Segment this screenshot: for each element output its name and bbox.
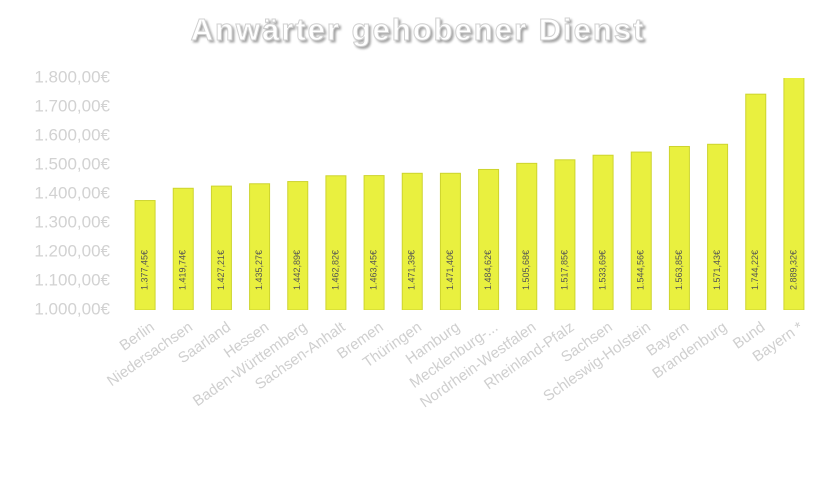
bar: [401, 172, 423, 310]
y-tick-label: 1.500,00€: [34, 154, 110, 173]
value-label: 1.563,85€: [674, 250, 684, 290]
value-label: 1.484,62€: [483, 250, 493, 290]
bar: [172, 187, 194, 310]
bar: [210, 185, 232, 310]
value-label: 1.435,27€: [254, 250, 264, 290]
y-tick-label: 1.100,00€: [34, 270, 110, 289]
value-label: 1.427,21€: [216, 250, 226, 290]
bar: [745, 93, 767, 310]
bar: [630, 151, 652, 310]
value-label: 1.463,45€: [368, 250, 378, 290]
value-label: 1.571,43€: [712, 250, 722, 290]
plot-area: [134, 78, 805, 310]
bar: [516, 162, 538, 310]
value-label: 1.544,56€: [636, 250, 646, 290]
bar: [287, 181, 309, 310]
value-label: 2.889,32€: [788, 250, 798, 290]
y-tick-label: 1.700,00€: [34, 96, 110, 115]
bar: [325, 175, 347, 310]
y-tick-label: 1.600,00€: [34, 125, 110, 144]
bar: [592, 154, 614, 310]
value-label: 1.505,68€: [521, 250, 531, 290]
value-label: 1.419,74€: [178, 250, 188, 290]
value-label: 1.462,82€: [330, 250, 340, 290]
bar: [439, 172, 461, 310]
chart-title: Anwärter gehobener Dienst: [191, 12, 646, 47]
y-tick-label: 1.000,00€: [34, 299, 110, 318]
y-tick-label: 1.200,00€: [34, 241, 110, 260]
y-tick-label: 1.300,00€: [34, 212, 110, 231]
bar: [478, 168, 500, 310]
value-label: 1.377,45€: [139, 250, 149, 290]
y-tick-label: 1.400,00€: [34, 183, 110, 202]
bar: [363, 175, 385, 310]
value-label: 1.533,69€: [597, 250, 607, 290]
value-label: 1.471,40€: [445, 250, 455, 290]
y-tick-label: 1.800,00€: [34, 67, 110, 86]
bar: [554, 159, 576, 310]
bar: [134, 200, 156, 310]
bar: [783, 78, 805, 310]
value-label: 1.471,39€: [407, 250, 417, 290]
bar: [707, 143, 729, 310]
bar: [249, 183, 271, 310]
value-label: 1.442,89€: [292, 250, 302, 290]
bar: [668, 145, 690, 310]
value-label: 1.744,22€: [750, 250, 760, 290]
value-label: 1.517,85€: [559, 250, 569, 290]
